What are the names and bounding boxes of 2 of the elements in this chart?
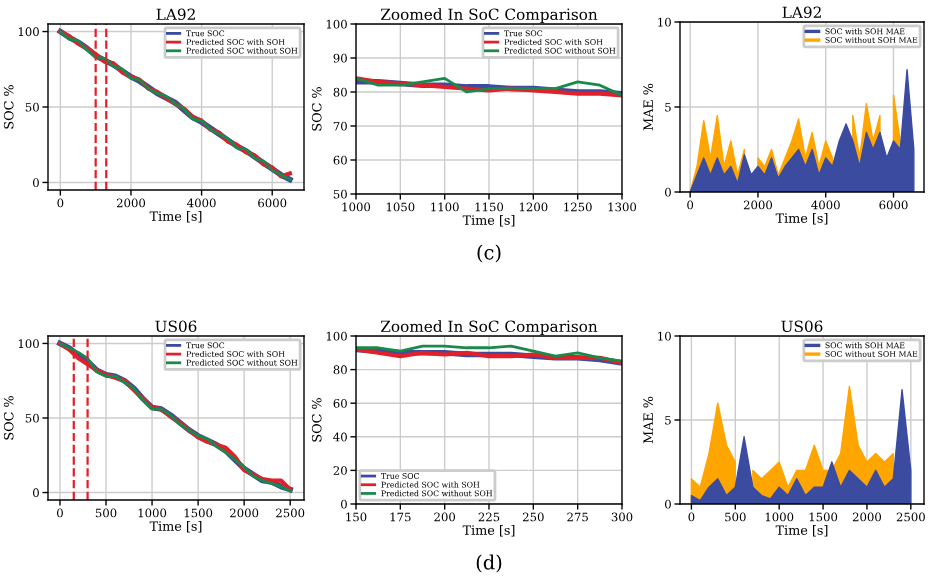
- text: (d): [476, 554, 502, 573]
- text: (c): [477, 244, 501, 263]
